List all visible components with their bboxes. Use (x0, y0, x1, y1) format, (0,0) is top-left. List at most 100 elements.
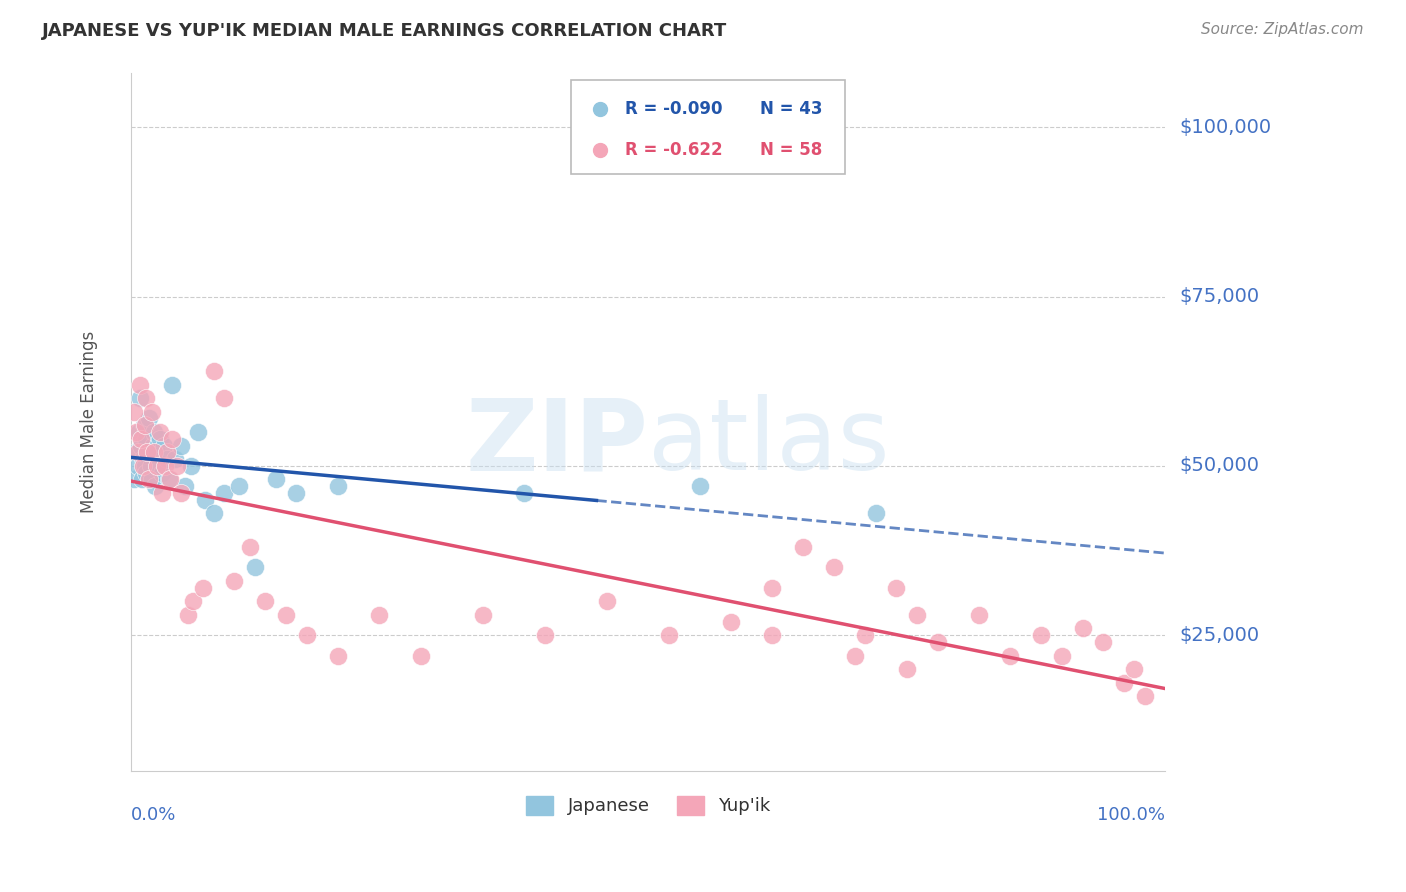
Point (886, 581, 908, 595)
Point (153, 458, 176, 473)
Legend: Japanese, Yup'ik: Japanese, Yup'ik (517, 787, 779, 824)
Point (162, 377, 184, 392)
Point (967, 607, 990, 622)
Point (122, 405, 145, 419)
Point (128, 425, 150, 439)
Point (149, 432, 172, 446)
Point (142, 438, 165, 452)
Point (823, 560, 845, 574)
Point (150, 466, 173, 480)
Point (129, 377, 152, 392)
Point (326, 648, 349, 663)
Text: JAPANESE VS YUP'IK MEDIAN MALE EARNINGS CORRELATION CHART: JAPANESE VS YUP'IK MEDIAN MALE EARNINGS … (42, 22, 727, 40)
Point (129, 438, 152, 452)
Point (239, 540, 262, 554)
FancyBboxPatch shape (571, 80, 845, 174)
Point (224, 574, 246, 588)
Point (1092, 635, 1115, 649)
Text: R = -0.090: R = -0.090 (626, 100, 723, 119)
Point (1123, 662, 1146, 676)
Point (243, 560, 266, 574)
Point (134, 458, 156, 473)
Point (905, 607, 928, 622)
Point (138, 411, 160, 425)
Point (177, 607, 200, 622)
Point (136, 445, 159, 459)
Point (658, 628, 681, 642)
Point (157, 472, 180, 486)
Point (134, 418, 156, 433)
Point (135, 391, 157, 405)
Point (596, 594, 619, 608)
Point (127, 445, 149, 459)
Point (131, 472, 153, 486)
Text: R = -0.622: R = -0.622 (626, 141, 723, 159)
Point (254, 594, 277, 608)
Point (173, 479, 195, 493)
Point (134, 418, 156, 433)
Point (181, 594, 204, 608)
Text: $50,000: $50,000 (1180, 457, 1260, 475)
Point (285, 486, 308, 500)
Point (1071, 622, 1094, 636)
Point (471, 607, 494, 622)
Text: ZIP: ZIP (465, 394, 648, 491)
Point (166, 458, 188, 473)
Text: $100,000: $100,000 (1180, 118, 1271, 136)
Point (180, 458, 202, 473)
Point (588, 797, 610, 812)
Point (896, 662, 918, 676)
Point (1112, 675, 1135, 690)
Point (1031, 628, 1053, 642)
Point (148, 458, 170, 473)
Point (156, 445, 179, 459)
Point (162, 432, 184, 446)
Point (159, 472, 181, 486)
Text: Source: ZipAtlas.com: Source: ZipAtlas.com (1201, 22, 1364, 37)
Point (1050, 648, 1073, 663)
Point (141, 472, 163, 486)
Text: Median Male Earnings: Median Male Earnings (80, 331, 98, 513)
Point (135, 432, 157, 446)
Text: 0.0%: 0.0% (131, 805, 176, 823)
Text: N = 58: N = 58 (759, 141, 823, 159)
Point (129, 432, 152, 446)
Point (136, 445, 159, 459)
Point (145, 458, 167, 473)
Point (122, 472, 145, 486)
Text: 100.0%: 100.0% (1098, 805, 1166, 823)
Text: $25,000: $25,000 (1180, 625, 1260, 645)
Text: $75,000: $75,000 (1180, 287, 1260, 306)
Point (132, 452, 155, 467)
Point (689, 479, 711, 493)
Point (135, 466, 157, 480)
Point (145, 445, 167, 459)
Point (513, 486, 536, 500)
Point (142, 445, 165, 459)
Point (274, 607, 297, 622)
Point (132, 458, 155, 473)
Point (156, 452, 179, 467)
Point (142, 425, 165, 439)
Point (149, 425, 172, 439)
Point (202, 364, 225, 378)
Text: atlas: atlas (648, 394, 890, 491)
Point (326, 479, 349, 493)
Point (202, 506, 225, 520)
Point (193, 581, 215, 595)
Point (127, 458, 149, 473)
Point (125, 445, 148, 459)
Point (264, 472, 287, 486)
Point (409, 648, 432, 663)
Point (125, 425, 148, 439)
Text: N = 43: N = 43 (759, 100, 823, 119)
Point (792, 540, 814, 554)
Point (368, 607, 391, 622)
Point (588, 797, 610, 812)
Point (295, 628, 318, 642)
Point (720, 615, 742, 629)
Point (844, 648, 866, 663)
Point (138, 472, 160, 486)
Point (761, 628, 783, 642)
Point (228, 479, 250, 493)
